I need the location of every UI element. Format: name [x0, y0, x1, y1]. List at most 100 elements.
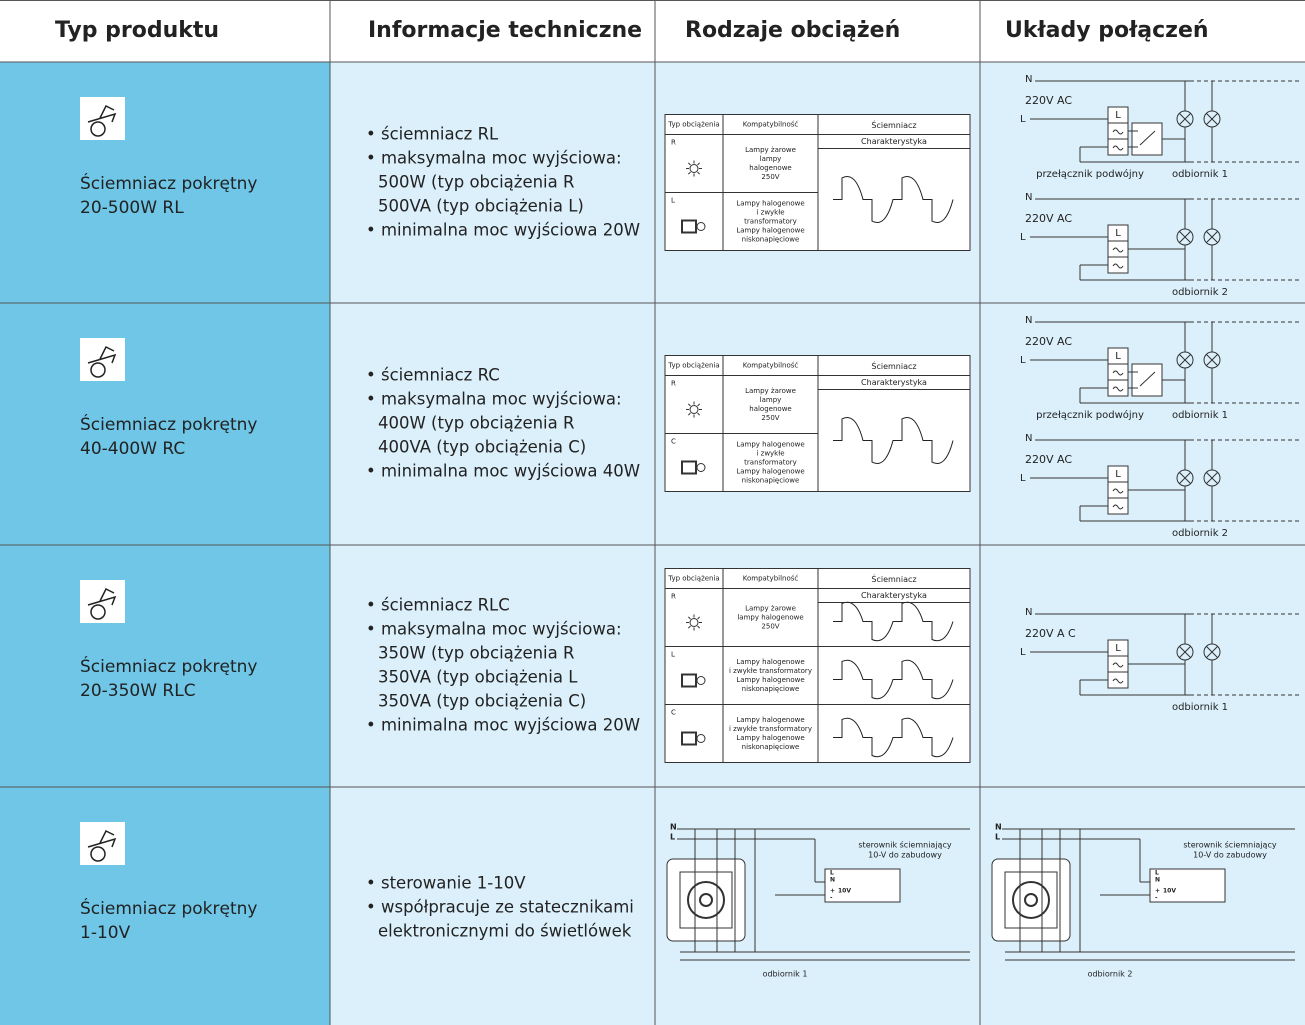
- compatibility: lampy halogenowe: [737, 614, 803, 622]
- supply-label: 220V AC: [1025, 212, 1072, 225]
- load-type: R: [671, 380, 676, 388]
- table-header: Ściemniacz: [871, 119, 916, 130]
- controller-label: 10-V do zabudowy: [1193, 851, 1267, 860]
- product-name: 20-350W RLC: [80, 681, 196, 701]
- compatibility: 250V: [761, 414, 779, 422]
- waveform: [833, 659, 954, 700]
- product-name: Ściemniacz pokrętny: [80, 172, 257, 194]
- wire: [1206, 472, 1218, 484]
- info-cell: [330, 787, 1305, 1025]
- wire: [687, 412, 691, 416]
- switch-label: przełącznik podwójny: [1036, 409, 1144, 421]
- load-label: odbiornik 2: [1172, 528, 1228, 539]
- wire: [1206, 354, 1218, 366]
- compatibility: niskonapięciowe: [742, 477, 800, 485]
- compatibility: i zwykłe transformatory: [729, 725, 812, 733]
- wire: [697, 625, 701, 629]
- controller-label: 10-V do zabudowy: [868, 851, 942, 860]
- compatibility: transformatory: [744, 218, 797, 226]
- table-header: Kompatybilność: [743, 575, 799, 583]
- compatibility: transformatory: [744, 459, 797, 467]
- icon-arrow: [87, 345, 117, 364]
- switch-label: przełącznik podwójny: [1036, 168, 1144, 180]
- wire: [1179, 113, 1191, 125]
- product-icon: [80, 822, 125, 865]
- wire: [687, 162, 691, 166]
- load-label: odbiornik 1: [1172, 702, 1228, 713]
- column-header: Układy połączeń: [1005, 18, 1209, 43]
- compatibility: Lampy halogenowe: [736, 468, 804, 476]
- compatibility: Lampy żarowe: [745, 605, 796, 613]
- compatibility: i zwykłe: [756, 450, 784, 458]
- wire-label: N: [1025, 433, 1032, 444]
- wire-label: N: [670, 823, 677, 832]
- info-line: • sterowanie 1-10V: [366, 874, 526, 893]
- box: [681, 673, 697, 688]
- compatibility: Lampy halogenowe: [736, 227, 804, 235]
- table-header: Typ obciążenia: [667, 121, 719, 129]
- pin-label: N: [830, 877, 835, 884]
- info-line: • ściemniacz RC: [366, 366, 500, 385]
- info-line: 350VA (typ obciążenia C): [378, 692, 586, 711]
- lamp-icon: [696, 463, 706, 472]
- product-name: Ściemniacz pokrętny: [80, 413, 257, 435]
- load-type: L: [671, 651, 675, 659]
- wire-label: L: [670, 833, 675, 842]
- product-name: 20-500W RL: [80, 198, 184, 218]
- terminal-symbol: [1112, 386, 1124, 392]
- wire-label: L: [1020, 355, 1026, 366]
- terminal-symbol: [1112, 678, 1124, 684]
- icon-knob: [90, 604, 106, 620]
- terminal-symbol: [1112, 263, 1124, 269]
- info-line: • współpracuje ze statecznikami: [366, 898, 634, 917]
- wire-label: N: [1025, 192, 1032, 203]
- product-name: Ściemniacz pokrętny: [80, 655, 257, 677]
- wire: [697, 171, 701, 175]
- wire: [1179, 354, 1191, 366]
- supply-label: 220V AC: [1025, 94, 1072, 107]
- waveform: [833, 176, 954, 223]
- table-header: Kompatybilność: [743, 362, 799, 370]
- wire: [697, 616, 701, 620]
- wire: [1206, 646, 1218, 658]
- terminal-label: L: [1115, 351, 1121, 362]
- terminal-symbol: [1112, 504, 1124, 510]
- info-line: • minimalna moc wyjściowa 40W: [366, 462, 640, 481]
- pin-label: +: [1155, 888, 1160, 895]
- compatibility: niskonapięciowe: [742, 685, 800, 693]
- compatibility: Lampy żarowe: [745, 146, 796, 154]
- info-line: • ściemniacz RLC: [366, 596, 510, 615]
- column-header: Typ produktu: [55, 18, 219, 43]
- product-icon: [80, 97, 125, 140]
- compatibility: Lampy halogenowe: [736, 716, 804, 724]
- terminal-label: L: [1115, 643, 1121, 654]
- terminal-symbol: [1112, 145, 1124, 151]
- info-line: 350VA (typ obciążenia L: [378, 668, 578, 687]
- pin-label: L: [1155, 870, 1159, 877]
- icon-arrow: [87, 829, 117, 848]
- wire: [1179, 231, 1191, 243]
- pin-label: N: [1155, 877, 1160, 884]
- waveform: [833, 417, 954, 464]
- box: [681, 219, 697, 234]
- bulb-icon: [689, 405, 699, 414]
- load-label: odbiornik 1: [1172, 169, 1228, 180]
- box: [681, 731, 697, 746]
- terminal-symbol: [1112, 129, 1124, 135]
- info-line: 350W (typ obciążenia R: [378, 644, 574, 663]
- info-line: 500VA (typ obciążenia L): [378, 197, 584, 216]
- waveform: [833, 717, 954, 758]
- compatibility: Lampy halogenowe: [736, 734, 804, 742]
- terminal-symbol: [1112, 662, 1124, 668]
- pin-label: +: [830, 888, 835, 895]
- wire-label: L: [1020, 647, 1026, 658]
- icon-knob: [90, 121, 106, 137]
- icon-arrow: [87, 104, 117, 123]
- wire: [687, 625, 691, 629]
- wire-label: N: [995, 823, 1002, 832]
- wire-label: N: [1025, 607, 1032, 618]
- pin-label: -: [1155, 895, 1158, 902]
- product-icon: [80, 338, 125, 381]
- product-name: 1-10V: [80, 923, 131, 943]
- icon-knob: [90, 362, 106, 378]
